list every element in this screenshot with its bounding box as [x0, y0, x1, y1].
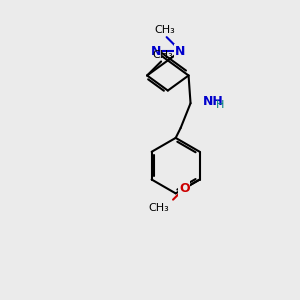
Text: CH₃: CH₃ [148, 202, 169, 213]
Text: H: H [216, 100, 225, 110]
Text: CH₃: CH₃ [153, 50, 173, 59]
Text: N: N [151, 45, 161, 58]
Text: CH₃: CH₃ [154, 25, 175, 35]
Text: N: N [175, 45, 185, 58]
Text: O: O [179, 182, 190, 195]
Text: NH: NH [202, 95, 223, 108]
